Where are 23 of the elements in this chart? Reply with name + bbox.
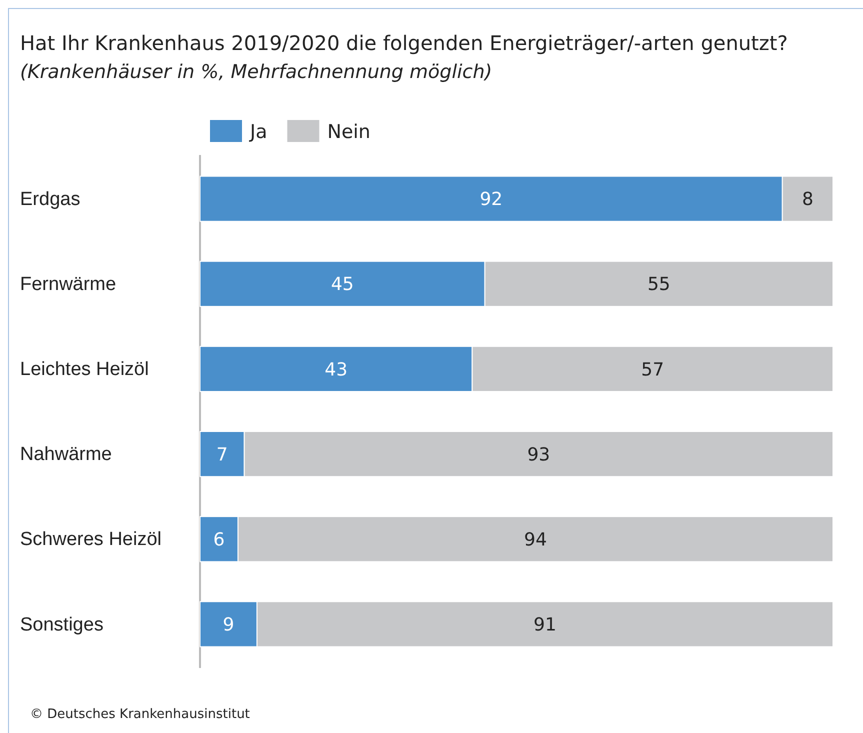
data-label: 93 — [527, 444, 550, 466]
data-label: 6 — [213, 529, 225, 550]
data-label: 94 — [524, 529, 547, 550]
chart-subtitle: (Krankenhäuser in %, Mehrfachnennung möglich) — [20, 61, 492, 83]
y-tick-label: Sonstiges — [20, 614, 104, 636]
data-label: 91 — [534, 614, 556, 636]
y-tick-label: Nahwärme — [20, 444, 112, 466]
data-label: 8 — [802, 189, 814, 210]
y-tick-label: Erdgas — [20, 188, 80, 210]
data-label: 57 — [641, 359, 664, 380]
data-label: 9 — [222, 614, 234, 636]
data-label: 92 — [480, 189, 503, 210]
y-tick-label: Leichtes Heizöl — [20, 359, 149, 380]
legend-label: Nein — [327, 121, 370, 143]
data-label: 43 — [324, 359, 348, 380]
text: © Deutsches Krankenhausinstitut — [30, 707, 250, 722]
data-label: 45 — [330, 274, 354, 296]
y-tick-label: Schweres Heizöl — [20, 529, 162, 550]
y-tick-label: Fernwärme — [20, 274, 116, 295]
data-label: 55 — [647, 274, 670, 296]
legend-label: Ja — [249, 121, 268, 143]
data-label: 7 — [216, 444, 228, 466]
chart-title: Hat Ihr Krankenhaus 2019/2020 die folgenden Energieträger/-arten genutzt? — [20, 31, 788, 55]
